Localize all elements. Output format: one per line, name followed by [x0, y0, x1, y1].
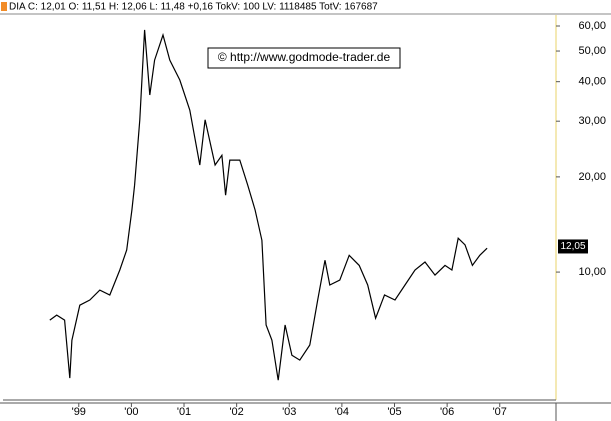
y-tick-label: 10,00: [578, 266, 606, 278]
y-tick-label: 30,00: [578, 115, 606, 127]
y-tick-label: 40,00: [578, 76, 606, 88]
x-tick-label: '04: [335, 406, 349, 418]
x-tick-label: '07: [493, 406, 507, 418]
last-price-box: [558, 239, 588, 254]
x-tick-label: '99: [72, 406, 86, 418]
y-tick-label: 20,00: [578, 171, 606, 183]
x-tick-label: '00: [124, 406, 138, 418]
watermark: © http://www.godmode-trader.de: [218, 50, 391, 64]
x-tick-label: '03: [282, 406, 296, 418]
x-tick-label: '02: [229, 406, 243, 418]
x-tick-label: '01: [177, 406, 191, 418]
header-icon: [1, 2, 7, 11]
watermark-box: [207, 47, 401, 69]
y-tick-label: 50,00: [578, 45, 606, 57]
price-line: [49, 29, 488, 381]
y-tick-label: 60,00: [578, 20, 606, 32]
last-price-label: 12,05: [560, 241, 585, 252]
x-tick-label: '05: [387, 406, 401, 418]
header-text: DIA C: 12,01 O: 11,51 H: 12,06 L: 11,48 …: [9, 2, 378, 13]
x-tick-label: '06: [440, 406, 454, 418]
